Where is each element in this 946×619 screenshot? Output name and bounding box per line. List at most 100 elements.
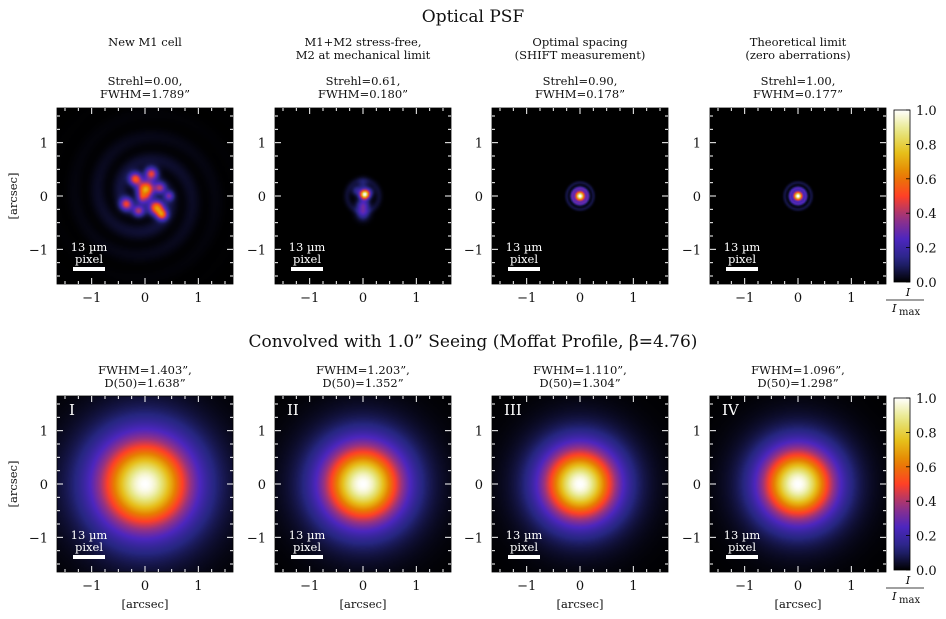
scale-bar-label-line1: 13 µm [289, 240, 326, 254]
scale-bar [73, 555, 105, 559]
panel-stats-line1: FWHM=1.203”, [316, 363, 410, 377]
y-tick-label: 1 [40, 137, 48, 152]
panel-stats-line1: Strehl=0.00, [108, 74, 183, 88]
x-tick-label: −1 [735, 579, 754, 594]
y-tick-label: −1 [682, 243, 701, 258]
x-axis-label: [arcsec] [340, 597, 387, 611]
x-tick-label: −1 [300, 579, 319, 594]
psf-panel: Optimal spacing(SHIFT measurement) Strehl… [464, 35, 669, 306]
x-tick-label: 0 [576, 579, 584, 594]
y-tick-label: −1 [247, 531, 266, 546]
x-tick-label: −1 [82, 579, 101, 594]
x-tick-label: 0 [359, 579, 367, 594]
panel-stats-line1: Strehl=0.90, [543, 74, 618, 88]
y-tick-label: −1 [29, 531, 48, 546]
x-tick-label: 1 [629, 579, 637, 594]
y-tick-label: −1 [247, 243, 266, 258]
scale-bar [291, 555, 323, 559]
x-tick-label: 1 [847, 291, 855, 306]
panel-stats-line2: FWHM=0.177” [753, 87, 843, 101]
panel-heading-line2: M2 at mechanical limit [296, 48, 431, 62]
y-tick-label: 0 [40, 478, 48, 493]
psf-image [710, 108, 886, 284]
scale-bar-label-line1: 13 µm [506, 240, 543, 254]
panel-roman-numeral: II [287, 401, 299, 419]
scale-bar-label-line1: 13 µm [724, 240, 761, 254]
y-tick-label: −1 [29, 243, 48, 258]
y-tick-label: 0 [475, 478, 483, 493]
panel-roman-numeral: IV [722, 401, 740, 419]
psf-image [275, 108, 451, 284]
y-axis-label: [arcsec] [6, 173, 20, 220]
y-tick-label: 0 [258, 190, 266, 205]
panel-stats-line1: FWHM=1.403”, [98, 363, 192, 377]
scale-bar-label-line1: 13 µm [71, 528, 108, 542]
panel-heading-line1: M1+M2 stress-free, [304, 35, 421, 49]
psf-image [492, 396, 668, 572]
colorbar-label-numerator: I [905, 285, 911, 299]
y-axis-label: [arcsec] [6, 461, 20, 508]
panel-stats-line2: D(50)=1.298” [757, 376, 838, 390]
psf-image [57, 108, 233, 284]
psf-panel: FWHM=1.096”,D(50)=1.298” −1 −1 0 0 1 1 13 µmpix… [682, 363, 887, 611]
colorbar-label-denominator-sub: max [899, 307, 920, 318]
x-tick-label: 1 [412, 291, 420, 306]
panel-stats-line2: FWHM=0.178” [535, 87, 625, 101]
x-tick-label: 0 [794, 291, 802, 306]
y-tick-label: −1 [464, 243, 483, 258]
x-tick-label: −1 [517, 579, 536, 594]
colorbar-tick-label: 0.2 [916, 530, 937, 545]
colorbar-gradient [893, 397, 911, 571]
x-tick-label: 0 [359, 291, 367, 306]
y-tick-label: 1 [693, 425, 701, 440]
panel-stats-line2: D(50)=1.352” [322, 376, 403, 390]
panel-stats-line1: Strehl=1.00, [761, 74, 836, 88]
x-tick-label: 0 [141, 579, 149, 594]
colorbar: 0.0 0.2 0.4 0.6 0.8 1.0 II max [886, 392, 937, 606]
scale-bar-label-line2: pixel [75, 540, 103, 554]
colorbar-tick-label: 0.4 [916, 495, 937, 510]
psf-image [710, 396, 886, 572]
scale-bar-label-line2: pixel [75, 252, 103, 266]
y-tick-label: 0 [693, 190, 701, 205]
scale-bar-label-line2: pixel [728, 540, 756, 554]
x-tick-label: 0 [794, 579, 802, 594]
colorbar-tick-label: 1.0 [916, 104, 937, 119]
colorbar-gradient [893, 109, 911, 283]
scale-bar-label-line2: pixel [510, 540, 538, 554]
y-tick-label: 0 [693, 478, 701, 493]
colorbar-tick-label: 0.2 [916, 242, 937, 257]
scale-bar [508, 267, 540, 271]
y-tick-label: 1 [258, 425, 266, 440]
colorbar-tick-label: 0.0 [916, 276, 937, 291]
colorbar-label-denominator: I [891, 301, 897, 315]
scale-bar [291, 267, 323, 271]
x-tick-label: −1 [735, 291, 754, 306]
scale-bar [73, 267, 105, 271]
panel-heading-line2: (SHIFT measurement) [515, 48, 646, 62]
scale-bar-label-line2: pixel [510, 252, 538, 266]
scale-bar-label-line1: 13 µm [71, 240, 108, 254]
x-tick-label: 1 [194, 291, 202, 306]
y-tick-label: 1 [475, 425, 483, 440]
row-title: Optical PSF [422, 7, 525, 27]
panel-stats-line2: FWHM=0.180” [318, 87, 408, 101]
psf-panel: Theoretical limit(zero aberrations) Streh… [682, 35, 887, 306]
psf-panel: New M1 cell Strehl=0.00,FWHM=1.789” −1 −1 0 0… [6, 35, 234, 306]
x-tick-label: 1 [194, 579, 202, 594]
psf-panel: FWHM=1.403”,D(50)=1.638” −1 −1 0 0 1 1 13 µmpix… [6, 363, 234, 611]
y-tick-label: −1 [464, 531, 483, 546]
scale-bar-label-line1: 13 µm [289, 528, 326, 542]
panel-heading-line1: Optimal spacing [532, 35, 628, 49]
scale-bar-label-line1: 13 µm [506, 528, 543, 542]
panel-roman-numeral: I [69, 401, 75, 419]
x-axis-label: [arcsec] [122, 597, 169, 611]
scale-bar [726, 267, 758, 271]
panel-stats-line2: FWHM=1.789” [100, 87, 190, 101]
scale-bar [508, 555, 540, 559]
colorbar-label-denominator-sub: max [899, 595, 920, 606]
colorbar-label-denominator: I [891, 589, 897, 603]
panel-heading-line1: Theoretical limit [750, 35, 847, 49]
scale-bar [726, 555, 758, 559]
